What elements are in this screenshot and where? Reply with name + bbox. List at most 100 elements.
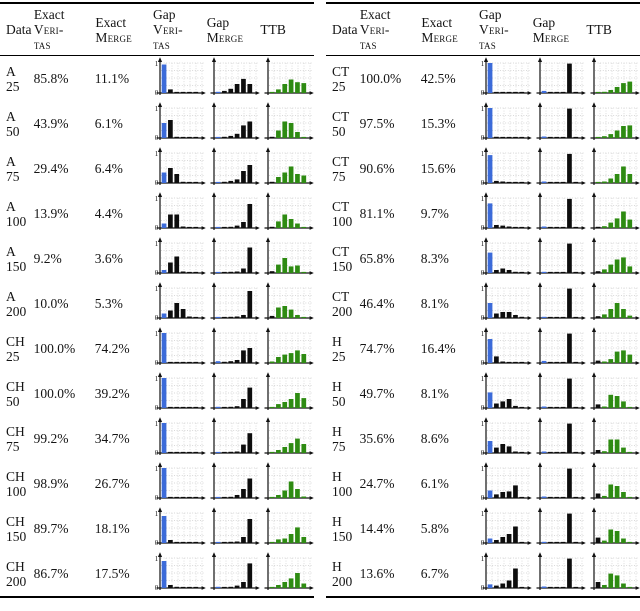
histogram-bar	[282, 172, 288, 183]
header-label: Veri-	[479, 22, 509, 37]
dataset-name: CH	[6, 378, 25, 394]
dataset-size: 50	[6, 393, 20, 409]
histogram-bar	[193, 586, 199, 588]
histogram-bar	[187, 451, 192, 453]
gap-merge-chart-cell	[532, 236, 586, 281]
ttb-histogram	[590, 191, 640, 230]
y-axis-arrow	[157, 281, 163, 287]
histogram-bar	[180, 226, 186, 228]
histogram-bar	[295, 392, 300, 408]
histogram-bar	[241, 170, 246, 183]
histogram-bar	[193, 226, 199, 228]
histogram-bar	[595, 136, 601, 138]
histogram-bar	[222, 136, 227, 138]
exact-veritas-value: 10.0%	[33, 295, 69, 311]
histogram-bar	[621, 256, 626, 273]
histogram-bar	[560, 496, 566, 498]
histogram-bar	[234, 541, 240, 543]
y-axis-arrow	[537, 461, 543, 467]
y-axis-arrow	[265, 506, 271, 512]
dataset-size: 50	[6, 123, 20, 139]
histogram-bar	[506, 361, 512, 363]
gap-veritas-histogram: 10	[155, 371, 206, 412]
histogram-bar	[487, 391, 493, 408]
dataset-size: 100	[6, 483, 27, 499]
exact-veritas-value: 14.4%	[359, 520, 395, 536]
histogram-bar	[602, 584, 607, 588]
histogram-bar	[513, 451, 518, 453]
histogram-bar	[519, 451, 525, 453]
y-tick-label-zero: 0	[155, 314, 159, 322]
y-axis-arrow	[211, 551, 217, 557]
histogram-bar	[228, 586, 234, 588]
ttb-histogram	[590, 416, 640, 455]
y-axis-arrow	[591, 56, 597, 62]
x-axis-arrow	[635, 315, 640, 320]
y-axis-arrow	[211, 416, 217, 422]
histogram-bar	[282, 83, 288, 93]
ttb-chart-cell	[260, 416, 314, 461]
x-axis-arrow	[201, 495, 206, 500]
exact-merge-value: 42.5%	[420, 70, 456, 86]
gap-merge-chart-cell	[206, 101, 260, 146]
y-tick-label-zero: 0	[481, 269, 485, 277]
x-axis-arrow	[201, 180, 206, 185]
y-tick-label-zero: 0	[155, 449, 159, 457]
gap-merge-chart-cell	[206, 191, 260, 236]
histogram-bar	[595, 449, 601, 453]
y-axis-arrow	[591, 191, 597, 197]
column-header-gap-veritas: Gap Veri- tas	[479, 7, 533, 52]
y-axis-arrow	[591, 101, 597, 107]
histogram-bar	[241, 268, 246, 273]
histogram-bar	[627, 265, 633, 273]
y-tick-label-zero: 0	[481, 179, 485, 187]
histogram-bar	[573, 586, 579, 588]
x-axis-arrow	[201, 585, 206, 590]
histogram-bar	[487, 302, 493, 318]
histogram-bar	[187, 361, 192, 363]
histogram-bar	[494, 585, 499, 588]
dataset-size: 25	[6, 78, 20, 94]
exact-veritas-value: 74.7%	[359, 340, 395, 356]
histogram-bar	[621, 400, 626, 408]
histogram-bar	[301, 397, 307, 408]
ttb-histogram	[590, 371, 640, 410]
histogram-bar	[487, 62, 493, 93]
gap-merge-chart-cell	[206, 56, 260, 101]
x-axis-arrow	[581, 360, 586, 365]
y-tick-label-zero: 0	[155, 89, 159, 97]
gap-merge-chart-cell	[206, 416, 260, 461]
y-tick-label-one: 1	[155, 284, 159, 292]
histogram-bar	[621, 491, 626, 498]
gap-merge-histogram	[536, 56, 586, 95]
histogram-bar	[500, 136, 506, 138]
histogram-bar	[573, 91, 579, 93]
histogram-bar	[621, 349, 626, 363]
dataset-size: 200	[6, 303, 27, 319]
column-header-exact-veritas: Exact Veri- tas	[360, 7, 422, 52]
histogram-bar	[567, 198, 572, 228]
header-label: tas	[479, 37, 496, 52]
histogram-bar	[168, 262, 173, 273]
x-axis-arrow	[309, 135, 314, 140]
column-header-exact-merge: Exact Merge	[95, 15, 153, 45]
histogram-bar	[513, 405, 518, 408]
histogram-bar	[161, 332, 167, 363]
y-axis-arrow	[157, 506, 163, 512]
histogram-bar	[494, 403, 499, 408]
ttb-histogram	[264, 371, 314, 410]
histogram-bar	[193, 316, 199, 318]
histogram-bar	[621, 447, 626, 453]
y-axis-arrow	[483, 146, 489, 152]
gap-merge-histogram	[210, 101, 260, 140]
dataset-name: CH	[6, 513, 25, 529]
exact-merge-value: 16.4%	[420, 340, 456, 356]
ttb-chart-cell	[586, 551, 640, 596]
histogram-bar	[180, 136, 186, 138]
ttb-chart-cell	[586, 146, 640, 191]
gap-veritas-histogram: 10	[481, 506, 532, 547]
